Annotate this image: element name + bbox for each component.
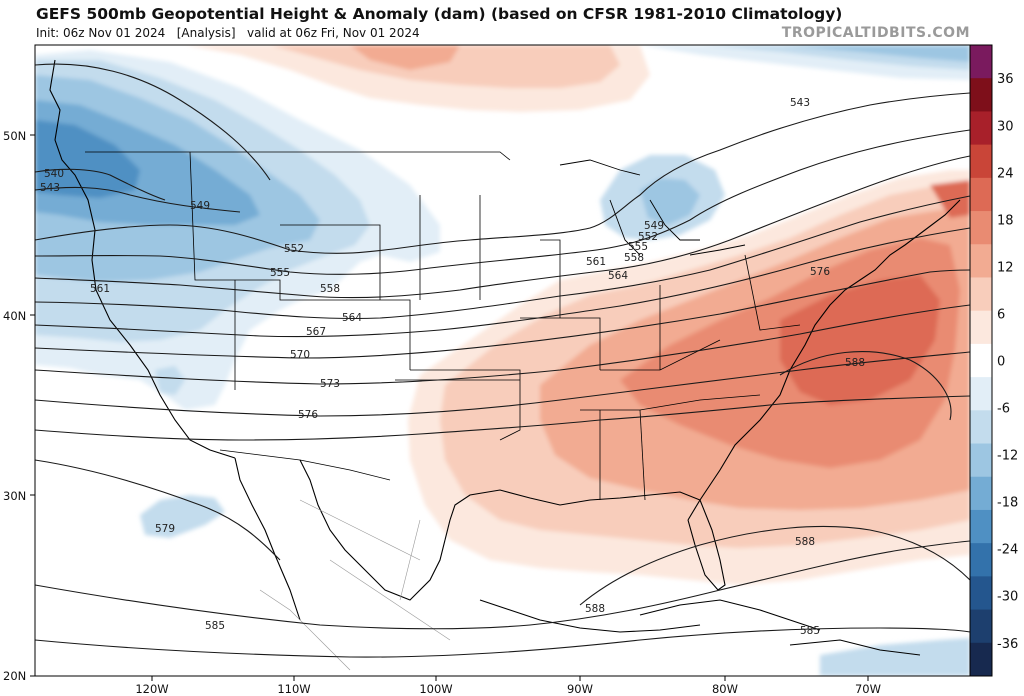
contour-label-555-east: 555 bbox=[628, 241, 648, 253]
lon-label-120w: 120W bbox=[135, 682, 168, 696]
lon-label-100w: 100W bbox=[419, 682, 452, 696]
colorbar-tick-label: -24 bbox=[997, 543, 1018, 558]
map-title: GEFS 500mb Geopotential Height & Anomaly… bbox=[36, 5, 843, 23]
mexico-borders bbox=[259, 499, 451, 671]
valid-time: valid at 06z Fri, Nov 01 2024 bbox=[247, 26, 420, 40]
lon-label-90w: 90W bbox=[567, 682, 593, 696]
lon-label-70w: 70W bbox=[855, 682, 881, 696]
colorbar-tick-label: 36 bbox=[997, 72, 1014, 87]
contour-labels: 540 543 549 552 555 558 561 564 567 570 … bbox=[40, 97, 865, 637]
colorbar-swatch bbox=[970, 377, 992, 411]
colorbar-tick-label: -6 bbox=[997, 402, 1010, 417]
colorbar-swatch bbox=[970, 476, 992, 511]
contour-label-573: 573 bbox=[320, 378, 340, 390]
contour-label-552-east: 552 bbox=[638, 231, 658, 243]
contour-label-564: 564 bbox=[342, 312, 362, 324]
contour-label-570: 570 bbox=[290, 349, 310, 361]
init-time: Init: 06z Nov 01 2024 bbox=[36, 26, 166, 40]
colorbar-tick-label: 18 bbox=[997, 213, 1014, 228]
positive-anomaly-east bbox=[408, 170, 970, 585]
latitude-axis bbox=[30, 134, 35, 677]
colorbar-frame bbox=[969, 44, 993, 677]
contour-label-588: 588 bbox=[845, 357, 865, 369]
positive-anomaly-north bbox=[185, 45, 650, 112]
colorbar-swatch bbox=[970, 277, 992, 312]
site-brand: TROPICALTIDBITS.COM bbox=[781, 25, 970, 41]
contour-label-543: 543 bbox=[40, 182, 60, 194]
colorbar-tick-label: 30 bbox=[997, 119, 1014, 134]
colorbar-tick-label: -18 bbox=[997, 496, 1018, 511]
colorbar-tick-label: 12 bbox=[997, 260, 1014, 275]
lon-label-80w: 80W bbox=[712, 682, 738, 696]
contour-label-543-east: 543 bbox=[790, 97, 810, 109]
contour-label-540: 540 bbox=[44, 168, 64, 180]
contour-label-558-east: 558 bbox=[624, 252, 644, 264]
lat-label-50n: 50N bbox=[3, 129, 26, 143]
colorbar-swatch bbox=[970, 45, 992, 79]
colorbar-swatch bbox=[970, 244, 992, 278]
contour-label-576: 576 bbox=[298, 409, 318, 421]
contour-label-558: 558 bbox=[320, 283, 340, 295]
contour-label-588-south: 588 bbox=[795, 536, 815, 548]
contour-label-585: 585 bbox=[205, 620, 225, 632]
contour-label-579: 579 bbox=[155, 523, 175, 535]
state-borders bbox=[85, 151, 801, 501]
colorbar-swatch bbox=[970, 144, 992, 179]
negative-anomaly-blobs bbox=[140, 45, 970, 676]
contour-label-561-east: 561 bbox=[586, 256, 606, 268]
colorbar-swatch bbox=[970, 642, 992, 677]
lat-label-20n: 20N bbox=[3, 669, 26, 683]
contour-label-576-east: 576 bbox=[810, 266, 830, 278]
contour-label-567: 567 bbox=[306, 326, 326, 338]
lat-label-40n: 40N bbox=[3, 309, 26, 323]
contour-label-549: 549 bbox=[190, 200, 210, 212]
map-subtitle: Init: 06z Nov 01 2024 [Analysis] valid a… bbox=[36, 26, 420, 40]
height-contours bbox=[35, 63, 970, 658]
colorbar-swatch bbox=[970, 111, 992, 146]
colorbar-swatch bbox=[970, 443, 992, 478]
colorbar-tick-label: -36 bbox=[997, 637, 1018, 652]
contour-label-555: 555 bbox=[270, 267, 290, 279]
great-lakes bbox=[559, 159, 746, 256]
contour-label-564-east: 564 bbox=[608, 270, 628, 282]
contour-label-588-gulf: 588 bbox=[585, 603, 605, 615]
colorbar-swatch bbox=[970, 78, 992, 112]
colorbar-swatch bbox=[970, 509, 992, 544]
colorbar-swatch bbox=[970, 310, 992, 345]
colorbar-swatch bbox=[970, 343, 992, 378]
contour-label-585-east: 585 bbox=[800, 625, 820, 637]
lat-label-30n: 30N bbox=[3, 489, 26, 503]
contour-label-549-east: 549 bbox=[644, 220, 664, 232]
colorbar-tick-label: 24 bbox=[997, 166, 1014, 181]
colorbar-swatch bbox=[970, 576, 992, 611]
contour-label-561: 561 bbox=[90, 283, 110, 295]
colorbar-swatch bbox=[970, 211, 992, 245]
colorbar: 36 30 24 18 12 6 0 -6 -12 -18 -24 -30 -36 bbox=[969, 44, 1018, 677]
colorbar-swatch bbox=[970, 609, 992, 644]
colorbar-tick-label: -30 bbox=[997, 590, 1018, 605]
plot-area: 540 543 549 552 555 558 561 564 567 570 … bbox=[35, 45, 970, 676]
colorbar-tick-label: 6 bbox=[997, 307, 1005, 322]
analysis-tag: [Analysis] bbox=[176, 26, 236, 40]
longitude-axis bbox=[151, 676, 869, 681]
colorbar-swatch bbox=[970, 410, 992, 445]
colorbar-swatch bbox=[970, 543, 992, 577]
colorbar-tick-label: 0 bbox=[997, 355, 1005, 370]
colorbar-tick-label: -12 bbox=[997, 449, 1018, 464]
contour-label-552: 552 bbox=[284, 243, 304, 255]
colorbar-swatch bbox=[970, 177, 992, 212]
lon-label-110w: 110W bbox=[277, 682, 310, 696]
